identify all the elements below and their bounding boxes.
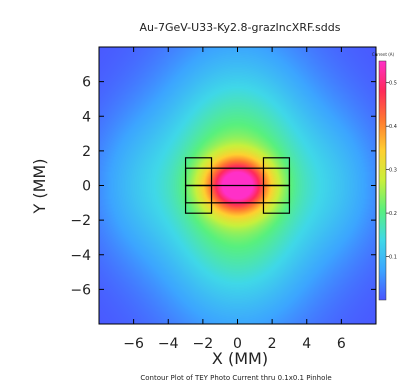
colorbar-tick-label: 0.5 xyxy=(389,81,397,87)
chart-title: Au-7GeV-U33-Ky2.8-grazIncXRF.sdds xyxy=(140,21,341,34)
colorbar-tick-label: 0.4 xyxy=(389,124,397,130)
colorbar-tick-label: 0.2 xyxy=(389,211,397,217)
y-tick-label: −2 xyxy=(70,213,91,229)
colorbar: 0.5 0.4 0.3 0.2 0.1 Current (A) xyxy=(372,52,397,301)
x-tick-label: 4 xyxy=(302,336,311,352)
colorbar-units-label: Current (A) xyxy=(372,52,395,57)
y-tick-label: 0 xyxy=(82,179,91,195)
plot-area xyxy=(98,46,377,325)
y-tick-label: 2 xyxy=(82,144,91,160)
y-axis-ticks: 6 4 2 0 −2 −4 −6 xyxy=(70,75,376,298)
x-tick-label: −4 xyxy=(158,336,179,352)
x-tick-label: −6 xyxy=(123,336,144,352)
x-tick-label: 0 xyxy=(233,336,242,352)
y-tick-label: 6 xyxy=(82,75,91,91)
x-axis-ticks: −6 −4 −2 0 2 4 6 xyxy=(123,47,346,352)
colorbar-tick-label: 0.3 xyxy=(389,168,397,174)
colorbar-tick-label: 0.1 xyxy=(389,255,397,261)
x-tick-label: 6 xyxy=(337,336,346,352)
y-axis-label: Y (MM) xyxy=(30,159,49,215)
colorbar-gradient xyxy=(378,60,387,301)
x-tick-label: 2 xyxy=(268,336,277,352)
y-tick-label: −6 xyxy=(70,282,91,298)
y-tick-label: 4 xyxy=(82,109,91,125)
chart-caption: Contour Plot of TEY Photo Current thru 0… xyxy=(140,374,331,382)
x-axis-label: X (MM) xyxy=(212,349,268,368)
x-tick-label: −2 xyxy=(193,336,214,352)
y-tick-label: −4 xyxy=(70,248,91,264)
